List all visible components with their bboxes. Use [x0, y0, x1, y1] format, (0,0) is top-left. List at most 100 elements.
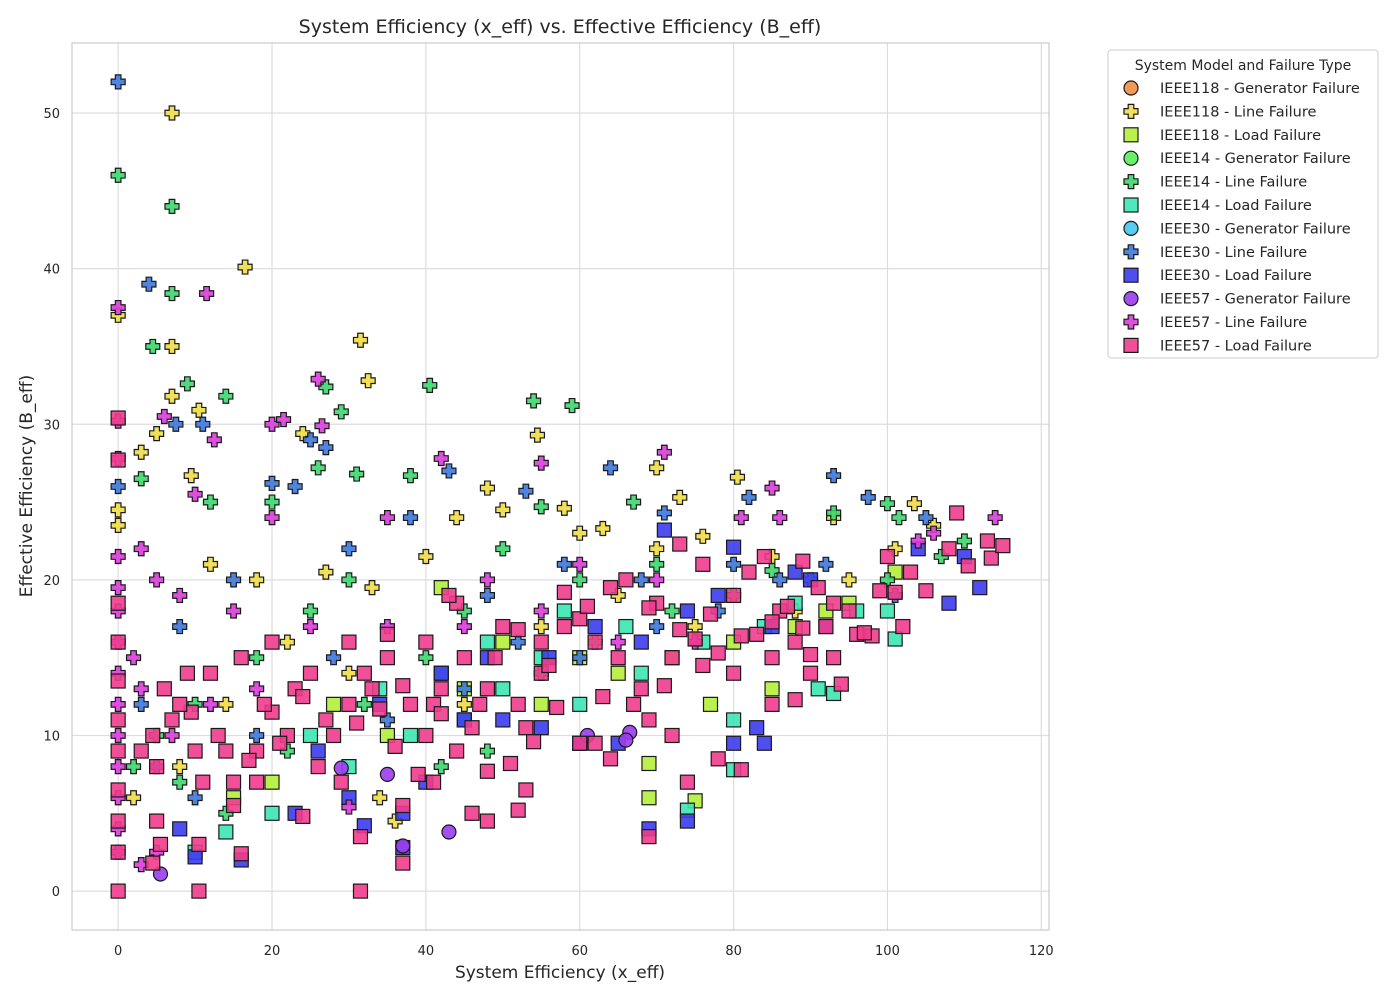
data-point [187, 790, 203, 806]
data-point [587, 634, 603, 650]
y-tick-label: 10 [43, 729, 60, 744]
data-point [656, 678, 672, 694]
data-point [172, 774, 188, 790]
data-point [510, 634, 526, 650]
data-point [602, 580, 619, 596]
legend-label: IEEE118 - Load Failure [1160, 128, 1321, 144]
data-point [110, 502, 126, 518]
data-point [202, 665, 219, 681]
plot-frame [71, 42, 1050, 931]
data-point [764, 681, 780, 697]
data-point [433, 759, 449, 775]
data-point [756, 548, 772, 565]
data-point [172, 821, 188, 837]
data-point [341, 572, 357, 588]
data-point [402, 510, 419, 526]
data-point [764, 614, 780, 630]
data-point [695, 657, 711, 674]
data-point [449, 510, 465, 526]
legend-item: IEEE118 - Line Failure [1123, 103, 1316, 120]
data-point [202, 494, 219, 510]
data-point [641, 790, 657, 806]
data-point [891, 510, 907, 526]
data-point [841, 603, 857, 619]
data-point [533, 618, 549, 635]
x-tick-label: 100 [875, 944, 900, 959]
data-point [510, 802, 526, 818]
data-point [195, 416, 211, 432]
data-point [179, 376, 195, 392]
legend-label: IEEE57 - Load Failure [1160, 338, 1312, 354]
data-point [164, 727, 180, 744]
data-point [333, 760, 349, 776]
data-point [702, 696, 719, 712]
data-point [110, 595, 126, 611]
data-point [679, 813, 696, 829]
data-point [841, 572, 857, 588]
data-point [133, 857, 149, 873]
x-tick-label: 120 [1029, 944, 1054, 959]
data-point [352, 883, 369, 899]
data-point [979, 533, 996, 549]
data-point [195, 774, 211, 790]
data-point [641, 712, 657, 728]
data-point [633, 572, 649, 588]
data-point [618, 572, 634, 588]
data-point [110, 696, 126, 712]
data-point [749, 626, 765, 642]
data-point [164, 712, 180, 728]
data-point [672, 622, 688, 638]
data-point [149, 572, 165, 588]
plot-background [72, 43, 1049, 930]
data-point [225, 572, 242, 588]
data-point [218, 824, 234, 840]
legend: System Model and Failure Type IEEE118 - … [1107, 49, 1379, 359]
data-point [518, 782, 534, 798]
data-point [187, 743, 203, 759]
data-point [133, 444, 149, 460]
data-point [379, 510, 396, 526]
data-point [310, 759, 326, 775]
data-point [433, 681, 449, 697]
data-point [825, 650, 842, 666]
data-point [887, 564, 903, 580]
data-point [687, 631, 703, 647]
legend-marker [1123, 174, 1139, 190]
data-point [679, 603, 696, 619]
data-point [110, 517, 126, 534]
data-point [656, 522, 672, 538]
data-point [183, 704, 199, 720]
data-point [910, 533, 926, 549]
data-point [725, 712, 742, 728]
data-point [479, 587, 496, 604]
data-point [902, 564, 919, 580]
data-point [149, 759, 165, 775]
data-point [860, 489, 876, 505]
legend-item: IEEE30 - Generator Failure [1123, 220, 1351, 237]
legend-marker [1123, 197, 1139, 213]
data-point [433, 665, 449, 681]
data-point [152, 836, 169, 853]
data-point [302, 665, 319, 681]
data-point [572, 572, 588, 588]
data-point [302, 603, 319, 619]
data-point [110, 883, 126, 899]
data-point [172, 618, 188, 635]
data-point [625, 696, 642, 712]
data-point [495, 541, 511, 557]
legend-marker [1123, 314, 1139, 330]
data-point [341, 541, 357, 557]
data-point [133, 681, 149, 697]
data-point [625, 494, 642, 510]
data-point [133, 471, 149, 487]
legend-marker [1123, 267, 1139, 283]
data-point [352, 332, 369, 348]
data-point [633, 681, 649, 697]
data-point [649, 618, 665, 635]
data-point [995, 538, 1011, 554]
data-point [206, 432, 222, 448]
data-point [341, 696, 357, 712]
legend-marker [1123, 127, 1139, 143]
data-point [602, 751, 619, 767]
